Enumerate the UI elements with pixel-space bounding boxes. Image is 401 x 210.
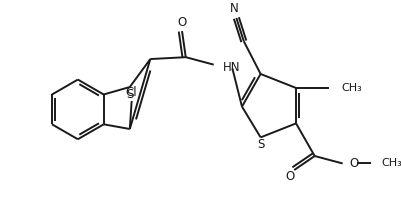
Text: N: N bbox=[229, 2, 238, 15]
Text: S: S bbox=[256, 138, 263, 151]
Text: S: S bbox=[126, 88, 133, 101]
Text: O: O bbox=[284, 170, 294, 183]
Text: HN: HN bbox=[223, 61, 240, 74]
Text: CH₃: CH₃ bbox=[381, 159, 401, 168]
Text: Cl: Cl bbox=[126, 86, 137, 99]
Text: CH₃: CH₃ bbox=[341, 83, 362, 93]
Text: O: O bbox=[348, 157, 358, 170]
Text: O: O bbox=[177, 16, 186, 29]
